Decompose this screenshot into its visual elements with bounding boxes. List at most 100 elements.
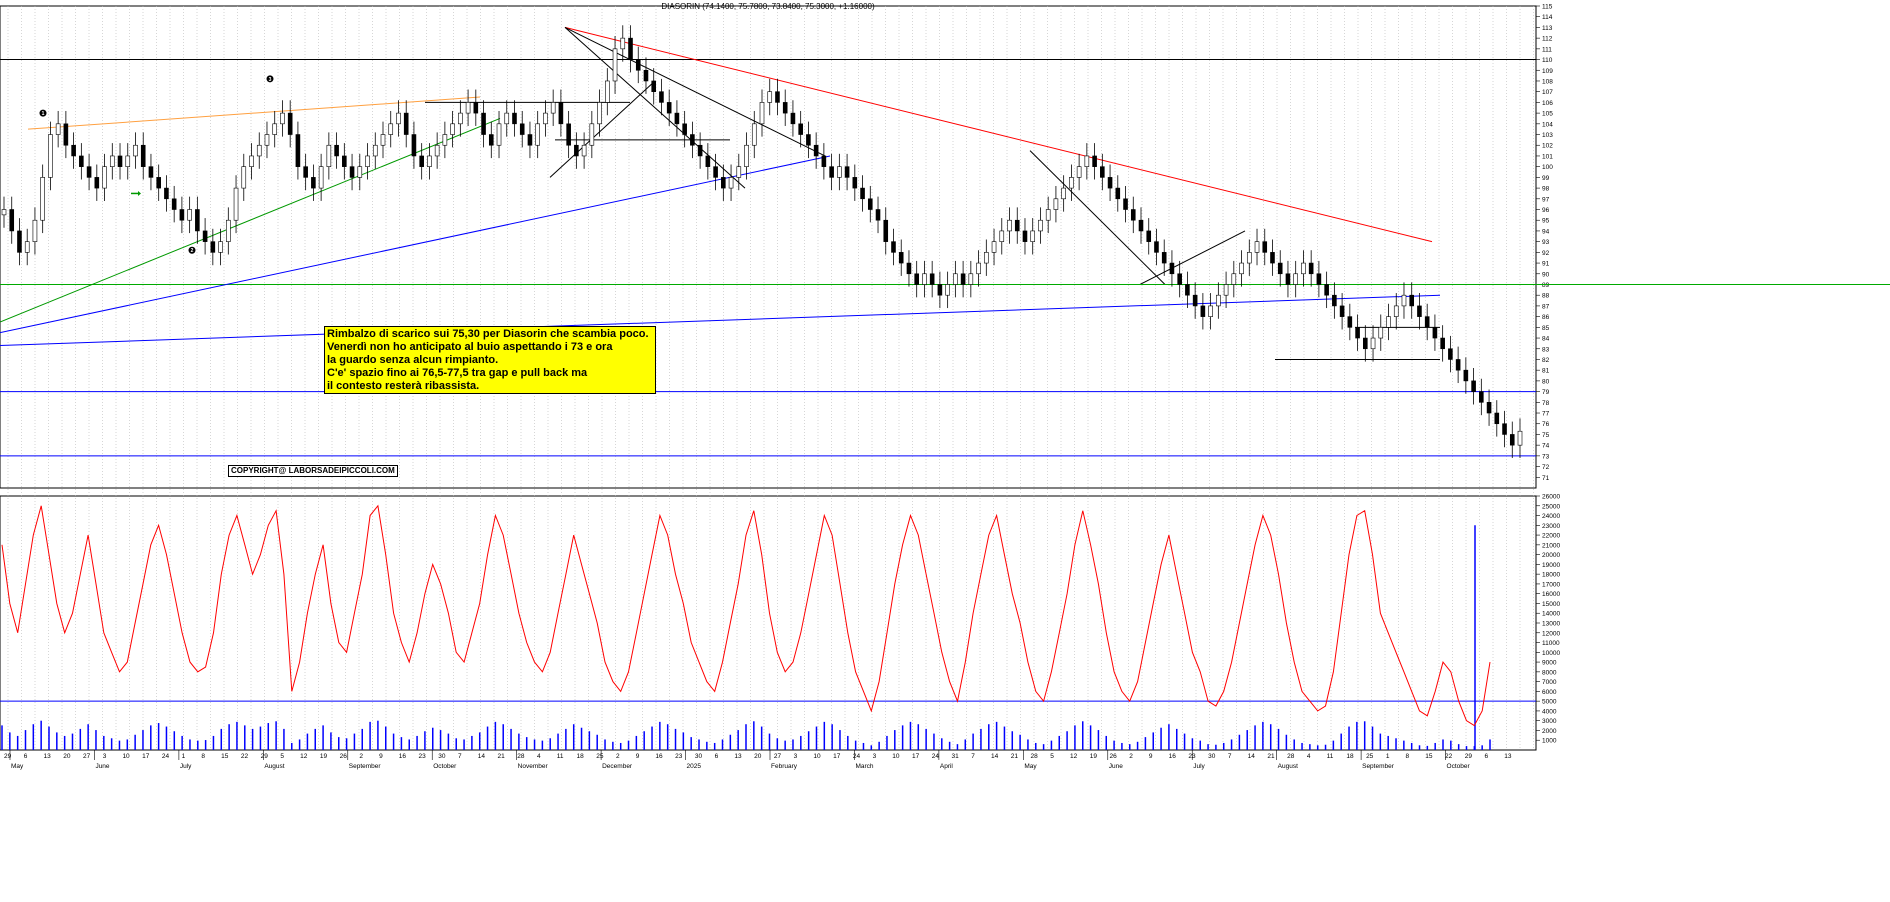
candle	[589, 110, 595, 159]
annotation-box: Rimbalzo di scarico sui 75,30 per Diasor…	[324, 326, 656, 394]
day-label: 27	[83, 753, 91, 760]
day-label: 24	[853, 753, 861, 760]
candle	[1277, 250, 1283, 287]
candle	[1123, 185, 1128, 223]
candle-body	[1448, 348, 1453, 360]
price-tick-label: 73	[1542, 453, 1550, 460]
candle-body	[125, 155, 131, 167]
volume-tick-label: 13000	[1542, 621, 1560, 628]
month-label: August	[264, 763, 284, 770]
candle	[349, 153, 355, 191]
candle	[721, 164, 726, 201]
candle-body	[488, 134, 494, 146]
candle	[86, 153, 92, 191]
candle	[195, 196, 200, 244]
price-tick-label: 96	[1542, 207, 1550, 214]
candle	[357, 153, 363, 191]
candle-body	[419, 155, 424, 167]
volume-tick-label: 17000	[1542, 581, 1560, 588]
candle-body	[1293, 273, 1298, 285]
candle	[458, 100, 463, 137]
price-tick-label: 104	[1542, 121, 1553, 128]
volume-tick-label: 23000	[1542, 523, 1560, 530]
candle	[775, 78, 780, 116]
candle	[9, 196, 15, 244]
price-tick-label: 106	[1542, 100, 1553, 107]
day-label: 31	[952, 753, 960, 760]
price-tick-label: 111	[1542, 46, 1552, 53]
candle-body	[1053, 198, 1059, 210]
candle-body	[133, 144, 138, 157]
candle	[164, 175, 169, 212]
day-label: 21	[498, 753, 506, 760]
candle	[1401, 282, 1407, 319]
candle-body	[1092, 155, 1097, 167]
candle	[690, 121, 695, 159]
candle-body	[620, 37, 626, 50]
day-label: 27	[774, 753, 782, 760]
month-label: October	[1447, 763, 1471, 770]
day-label: 1	[1386, 753, 1390, 760]
candle	[1471, 368, 1476, 405]
candle-body	[1262, 241, 1268, 253]
price-tick-label: 79	[1542, 389, 1550, 396]
day-label: 30	[438, 753, 446, 760]
candle-body	[883, 219, 889, 242]
day-label: 2	[359, 753, 363, 760]
candle	[999, 218, 1005, 255]
volume-axis: 1000 2000 3000 4000 5000 6000 7000 8000 9000 1000…	[1536, 494, 1560, 745]
candle-body	[264, 134, 270, 146]
price-tick-label: 82	[1542, 357, 1550, 364]
candle	[612, 35, 618, 94]
candle	[326, 132, 332, 180]
candle-body	[1014, 219, 1020, 232]
candle	[318, 153, 324, 201]
candle-body	[233, 187, 239, 221]
day-label: 28	[1287, 753, 1295, 760]
candle-body	[527, 134, 533, 146]
volume-line	[1, 504, 1491, 727]
price-tick-label: 108	[1542, 78, 1553, 85]
candle	[365, 143, 370, 180]
volume-tick-label: 19000	[1542, 562, 1560, 569]
candle	[837, 153, 842, 191]
candle	[1432, 314, 1438, 351]
day-label: 28	[517, 753, 525, 760]
day-label: 11	[557, 753, 564, 760]
candle-body	[496, 123, 502, 146]
candle-body	[1332, 294, 1337, 307]
candle-body	[1347, 316, 1353, 328]
candle	[1316, 260, 1322, 298]
candle	[659, 78, 664, 116]
price-tick-label: 72	[1542, 464, 1550, 471]
candle	[117, 143, 123, 180]
candle-body	[218, 241, 223, 253]
candle-body	[1030, 230, 1036, 242]
candle-body	[1216, 294, 1221, 307]
annotation-line: il contesto resterà ribassista.	[327, 380, 480, 392]
candle-body	[1308, 262, 1314, 275]
candle-body	[1177, 273, 1182, 285]
black-trendline	[549, 80, 656, 178]
vertical-grid	[7, 6, 1534, 750]
candle	[674, 100, 680, 137]
day-label: 12	[300, 753, 308, 760]
candle-body	[543, 112, 548, 125]
chart-frame	[0, 5, 1537, 751]
candle-body	[1246, 252, 1252, 264]
candle-body	[1223, 284, 1229, 296]
day-label: 8	[1406, 753, 1410, 760]
candle	[1007, 207, 1012, 244]
candle-body	[1123, 198, 1128, 210]
candle-body	[806, 134, 811, 146]
candle-body	[1393, 305, 1399, 317]
price-tick-label: 95	[1542, 218, 1550, 225]
candle-body	[605, 80, 610, 103]
day-label: 24	[162, 753, 170, 760]
candle-body	[798, 123, 803, 135]
candle	[744, 132, 749, 180]
candle-body	[1200, 305, 1206, 317]
orange-trendline	[27, 96, 481, 130]
candle	[581, 132, 587, 169]
candle-body	[929, 273, 935, 285]
